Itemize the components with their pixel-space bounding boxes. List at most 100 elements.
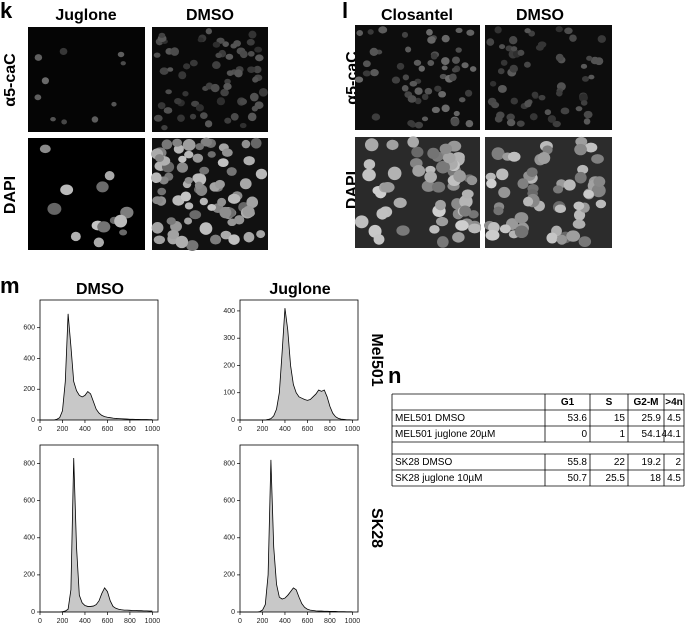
nucleus: [227, 193, 241, 204]
nucleus: [449, 73, 457, 82]
nucleus: [234, 69, 243, 78]
nucleus: [455, 27, 463, 34]
nucleus: [526, 167, 538, 178]
nucleus: [506, 119, 516, 127]
plot-frame: [239, 299, 359, 421]
nucleus: [219, 206, 232, 219]
nucleus: [514, 225, 529, 239]
nucleus: [465, 119, 474, 128]
nucleus: [239, 178, 252, 190]
nucleus: [230, 113, 239, 121]
nucleus: [524, 28, 531, 34]
nucleus: [194, 181, 203, 190]
row-name: MEL501 juglone 20µM: [395, 429, 495, 440]
nucleus: [195, 143, 204, 151]
nucleus: [588, 74, 595, 80]
nucleus: [591, 183, 606, 198]
nucleus: [154, 154, 165, 162]
nucleus: [183, 63, 191, 70]
nucleus: [455, 220, 469, 231]
nucleus: [485, 172, 496, 181]
nucleus: [426, 29, 433, 36]
nucleus: [531, 91, 539, 98]
nucleus: [499, 44, 506, 50]
nucleus: [370, 69, 379, 77]
nucleus: [96, 181, 109, 193]
y-tick-label: 200: [23, 572, 35, 579]
nucleus: [411, 146, 424, 158]
nucleus: [241, 139, 251, 149]
nucleus: [497, 68, 505, 75]
x-tick-label: 800: [324, 426, 336, 433]
nucleus: [500, 59, 508, 66]
nucleus: [157, 102, 166, 110]
nucleus: [441, 57, 450, 66]
nucleus: [251, 105, 259, 112]
x-tick-label: 200: [57, 618, 69, 625]
nucleus: [544, 109, 552, 116]
nucleus: [434, 85, 442, 92]
nucleus: [577, 164, 589, 175]
nucleus: [153, 52, 161, 58]
nucleus: [151, 222, 164, 234]
nucleus: [362, 168, 376, 182]
nucleus: [210, 234, 222, 245]
nucleus: [584, 142, 598, 153]
nucleus: [573, 201, 585, 211]
nucleus: [258, 88, 268, 97]
column-header: DMSO: [76, 281, 124, 298]
nucleus: [199, 166, 210, 175]
x-tick-label: 600: [302, 618, 314, 625]
nucleus: [234, 215, 245, 225]
nucleus: [499, 224, 511, 234]
nucleus: [461, 62, 469, 69]
nucleus: [553, 185, 564, 194]
nucleus: [170, 47, 180, 56]
y-tick-label: 0: [231, 417, 235, 424]
nucleus: [566, 230, 581, 242]
nucleus: [554, 204, 567, 214]
histogram-area: [40, 313, 153, 420]
nucleus: [414, 121, 424, 129]
nucleus: [70, 231, 81, 242]
y-tick-label: 0: [31, 609, 35, 616]
x-tick-label: 400: [279, 426, 291, 433]
nucleus: [189, 59, 198, 67]
nucleus: [189, 210, 202, 220]
nucleus: [184, 202, 194, 210]
nucleus: [47, 202, 62, 215]
nucleus: [579, 93, 588, 103]
plot-frame: [239, 444, 359, 613]
cell-value: 4.5: [667, 473, 681, 484]
nucleus: [61, 119, 67, 125]
nucleus: [580, 100, 588, 106]
nucleus: [255, 168, 268, 180]
nucleus: [569, 34, 577, 42]
nucleus: [396, 225, 410, 236]
nucleus: [175, 235, 189, 249]
nucleus: [158, 32, 166, 38]
x-tick-label: 600: [302, 426, 314, 433]
nucleus: [436, 216, 449, 227]
nucleus: [163, 107, 173, 114]
nucleus: [594, 57, 604, 66]
nucleus: [516, 120, 525, 127]
nucleus: [489, 80, 497, 87]
nucleus: [493, 206, 504, 216]
y-tick-label: 400: [23, 535, 35, 542]
column-header: G1: [561, 397, 575, 408]
x-tick-label: 400: [79, 426, 91, 433]
nucleus: [505, 45, 513, 52]
y-tick-label: 0: [231, 609, 235, 616]
nucleus: [220, 88, 229, 97]
nucleus: [254, 46, 263, 53]
nucleus: [597, 35, 606, 43]
cell-value: 25.9: [642, 413, 662, 424]
nucleus: [439, 143, 453, 155]
nucleus: [200, 137, 213, 147]
row-name: SK28 juglone 10µM: [395, 473, 483, 484]
nucleus: [407, 119, 415, 127]
nucleus: [451, 56, 460, 64]
nucleus: [486, 38, 495, 46]
